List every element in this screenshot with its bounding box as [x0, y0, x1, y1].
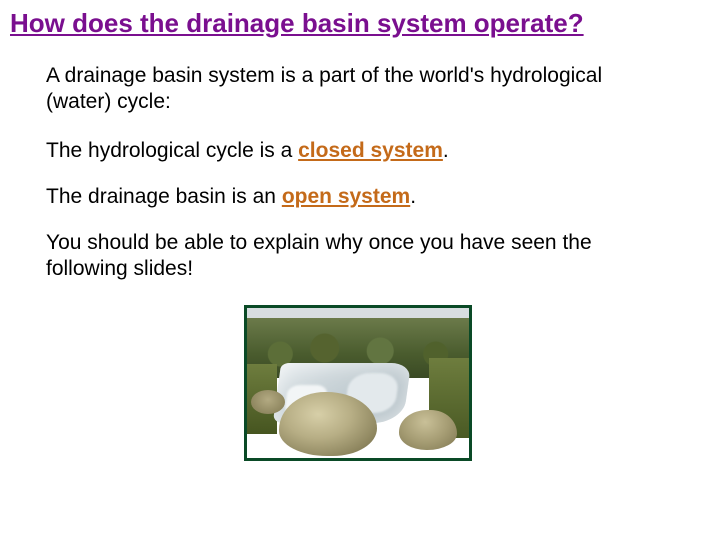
emphasis-open-system: open system — [282, 185, 410, 208]
text-fragment: . — [410, 185, 416, 208]
slide-title: How does the drainage basin system opera… — [10, 8, 710, 39]
emphasis-closed-system: closed system — [298, 139, 443, 162]
paragraph-open-system: The drainage basin is an open system. — [46, 184, 670, 210]
paragraph-followup: You should be able to explain why once y… — [46, 230, 670, 283]
slide-container: How does the drainage basin system opera… — [0, 0, 720, 540]
stream-photo — [244, 305, 472, 461]
text-fragment: The hydrological cycle is a — [46, 139, 298, 162]
photo-rock-small — [251, 390, 285, 414]
paragraph-closed-system: The hydrological cycle is a closed syste… — [46, 138, 670, 164]
photo-rock-medium — [399, 410, 457, 450]
image-container — [46, 305, 670, 461]
paragraph-intro: A drainage basin system is a part of the… — [46, 63, 670, 116]
text-fragment: . — [443, 139, 449, 162]
body-text-region: A drainage basin system is a part of the… — [10, 63, 710, 461]
text-fragment: The drainage basin is an — [46, 185, 282, 208]
